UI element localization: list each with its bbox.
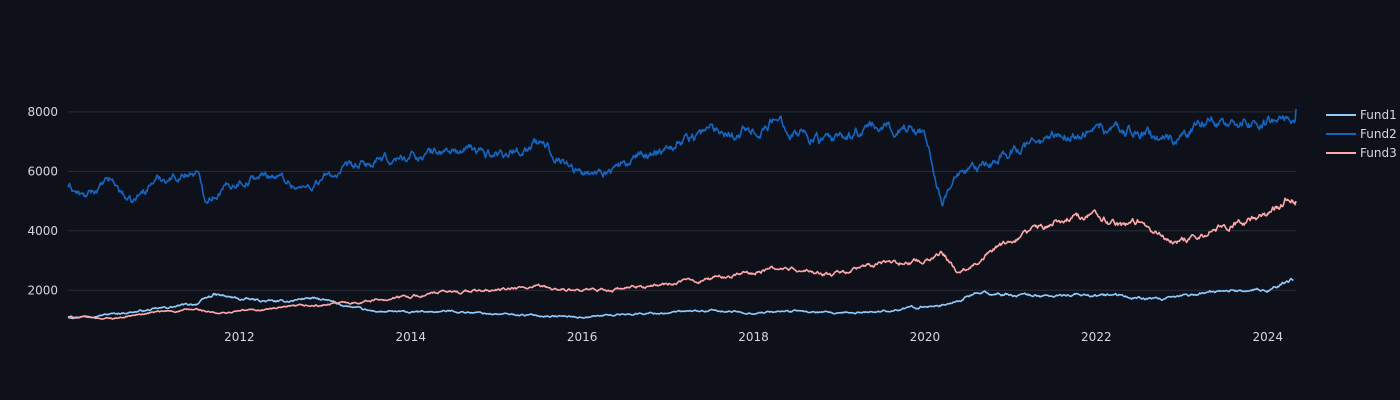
series-line-fund1: [67, 277, 1294, 320]
series-lines: [67, 108, 1297, 320]
y-tick-label: 2000: [27, 283, 58, 297]
series-line-fund2: [67, 108, 1297, 207]
y-axis-ticks: 2000 4000 6000 8000: [27, 105, 58, 297]
x-tick-label: 2012: [224, 330, 255, 344]
y-tick-label: 8000: [27, 105, 58, 119]
x-tick-label: 2016: [567, 330, 598, 344]
grid-lines: [68, 111, 1296, 291]
y-tick-label: 4000: [27, 224, 58, 238]
x-tick-label: 2018: [738, 330, 769, 344]
legend[interactable]: Fund1 Fund2 Fund3: [1326, 108, 1397, 160]
x-tick-label: 2024: [1252, 330, 1283, 344]
y-tick-label: 6000: [27, 164, 58, 178]
x-tick-label: 2020: [910, 330, 941, 344]
legend-item-fund2[interactable]: Fund2: [1326, 127, 1397, 141]
legend-item-fund3[interactable]: Fund3: [1326, 146, 1397, 160]
x-tick-label: 2022: [1081, 330, 1112, 344]
legend-label: Fund1: [1360, 108, 1397, 122]
legend-label: Fund3: [1360, 146, 1397, 160]
legend-label: Fund2: [1360, 127, 1397, 141]
legend-item-fund1[interactable]: Fund1: [1326, 108, 1397, 122]
series-line-fund3: [67, 197, 1297, 320]
x-axis-ticks: 2012 2014 2016 2018 2020 2022 2024: [224, 330, 1283, 344]
x-tick-label: 2014: [396, 330, 427, 344]
